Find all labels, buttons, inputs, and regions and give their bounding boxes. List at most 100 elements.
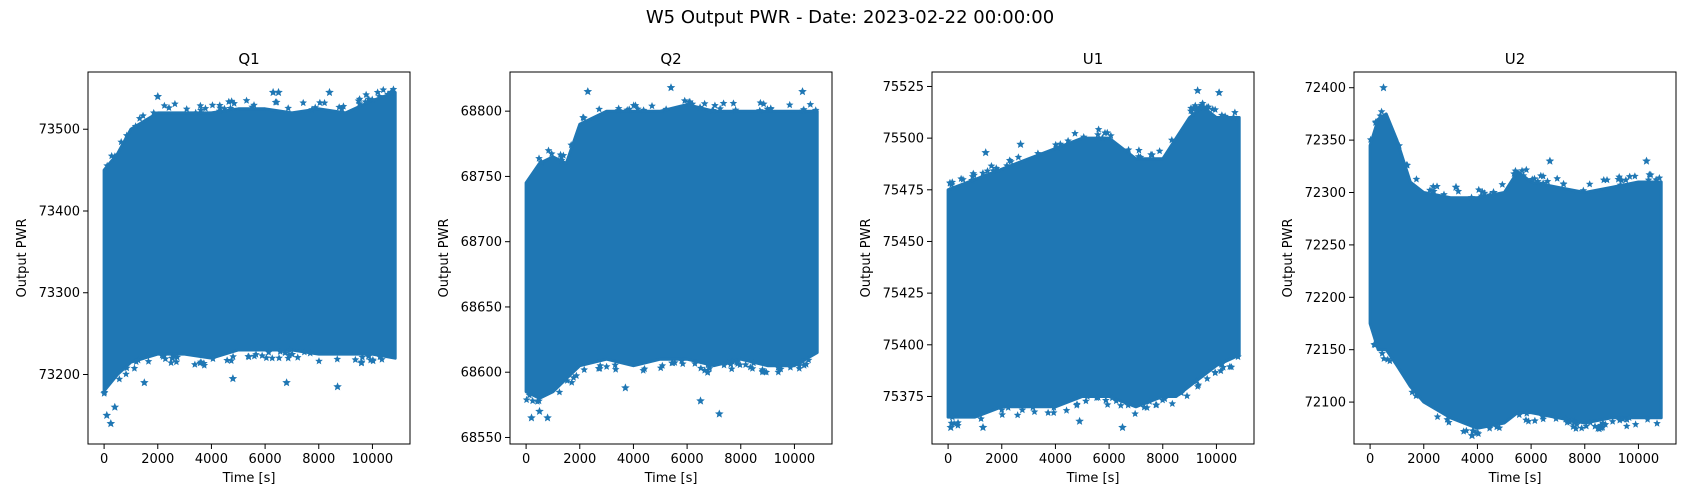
scatter-point xyxy=(200,359,208,367)
scatter-point xyxy=(798,357,807,365)
x-axis-label: Time [s] xyxy=(1066,471,1120,486)
scatter-point xyxy=(567,141,575,149)
scatter-point xyxy=(1615,173,1623,181)
scatter-outlier-point xyxy=(1545,156,1555,165)
scatter-point xyxy=(954,421,962,429)
scatter-outlier-point xyxy=(666,83,676,92)
scatter-point xyxy=(384,90,392,98)
scatter-point xyxy=(1600,176,1608,184)
scatter-point xyxy=(1567,416,1576,424)
x-tick-label: 10000 xyxy=(774,452,815,467)
scatter-point xyxy=(369,357,377,365)
scatter-point xyxy=(1152,401,1160,409)
scatter-point xyxy=(1098,133,1107,142)
scatter-point xyxy=(1226,362,1234,370)
scatter-point xyxy=(800,105,808,113)
scatter-point xyxy=(1477,192,1486,200)
scatter-outlier-point xyxy=(1467,431,1477,440)
scatter-point xyxy=(389,85,398,93)
scatter-point xyxy=(173,353,181,361)
scatter-outliers xyxy=(527,83,807,422)
scatter-outlier-point xyxy=(981,148,990,157)
scatter-point xyxy=(165,103,173,111)
scatter-outlier-point xyxy=(274,87,283,97)
scatter-point xyxy=(226,104,235,112)
scatter-point xyxy=(160,101,169,109)
scatter-point xyxy=(139,111,147,119)
scatter-point xyxy=(115,375,124,383)
scatter-outlier-point xyxy=(386,87,396,97)
scatter-point xyxy=(696,103,704,111)
scatter-point xyxy=(1631,172,1639,180)
scatter-point xyxy=(306,349,314,357)
scatter-point xyxy=(1062,406,1071,414)
scatter-point xyxy=(728,357,736,365)
y-tick-label: 72250 xyxy=(1305,238,1346,253)
y-tick-label: 73500 xyxy=(39,123,80,138)
scatter-band xyxy=(946,105,1241,419)
scatter-point xyxy=(262,353,271,362)
scatter-point xyxy=(998,410,1006,418)
scatter-point xyxy=(135,114,144,122)
scatter-point xyxy=(1044,408,1052,416)
scatter-point xyxy=(568,378,576,386)
scatter-point xyxy=(1112,397,1120,405)
y-tick-label: 75400 xyxy=(883,338,924,353)
scatter-point xyxy=(1168,399,1177,407)
scatter-outlier-point xyxy=(228,374,238,383)
scatter-point xyxy=(1459,427,1468,435)
scatter-outlier-point xyxy=(1489,188,1498,197)
scatter-outlier-point xyxy=(325,87,334,97)
scatter-point xyxy=(1378,349,1386,357)
scatter-point xyxy=(749,359,758,367)
scatter-point xyxy=(948,178,957,186)
scatter-outlier-point xyxy=(798,87,807,96)
scatter-outlier-point xyxy=(153,92,162,101)
scatter-point xyxy=(123,364,131,372)
scatter-point xyxy=(229,352,237,360)
scatter-point xyxy=(1234,352,1242,361)
x-tick-label: 0 xyxy=(100,452,108,467)
scatter-point xyxy=(250,101,258,109)
scatter-point xyxy=(1107,131,1115,139)
y-tick-label: 75450 xyxy=(883,235,924,250)
scatter-point xyxy=(756,106,764,114)
scatter-point xyxy=(182,105,191,113)
scatter-point xyxy=(677,356,686,365)
scatter-point xyxy=(1539,172,1547,180)
scatter-point xyxy=(1013,411,1022,419)
scatter-point xyxy=(333,355,342,363)
scatter-point xyxy=(354,96,363,105)
scatter-point xyxy=(688,100,697,108)
scatter-point xyxy=(201,104,210,112)
scatter-point xyxy=(1652,175,1660,183)
scatter-point xyxy=(720,361,728,369)
scatter-point xyxy=(1177,388,1186,397)
scatter-point xyxy=(1134,152,1143,160)
scatter-point xyxy=(197,106,205,114)
scatter-point xyxy=(759,100,768,108)
scatter-point xyxy=(132,357,140,365)
scatter-point xyxy=(686,97,694,106)
scatter-point xyxy=(1183,392,1191,400)
scatter-outlier-point xyxy=(1193,86,1202,95)
scatter-point xyxy=(731,106,740,114)
scatter-point xyxy=(968,176,976,184)
scatter-point xyxy=(1053,143,1061,151)
y-tick-label: 72400 xyxy=(1305,81,1346,96)
scatter-point xyxy=(1559,179,1568,188)
scatter-point xyxy=(563,376,571,384)
scatter-point xyxy=(1543,177,1552,185)
scatter-point xyxy=(208,101,217,109)
scatter-outlier-point xyxy=(1118,423,1127,432)
scatter-point xyxy=(1408,388,1416,396)
scatter-point xyxy=(1124,145,1133,154)
scatter-point xyxy=(1005,156,1014,164)
scatter-point xyxy=(1591,422,1599,430)
scatter-point xyxy=(1563,418,1571,426)
scatter-outlier-point xyxy=(1451,182,1461,191)
scatter-point xyxy=(533,397,542,405)
x-tick-label: 4000 xyxy=(617,452,650,467)
scatter-point xyxy=(216,101,224,109)
scatter-point xyxy=(700,99,709,107)
